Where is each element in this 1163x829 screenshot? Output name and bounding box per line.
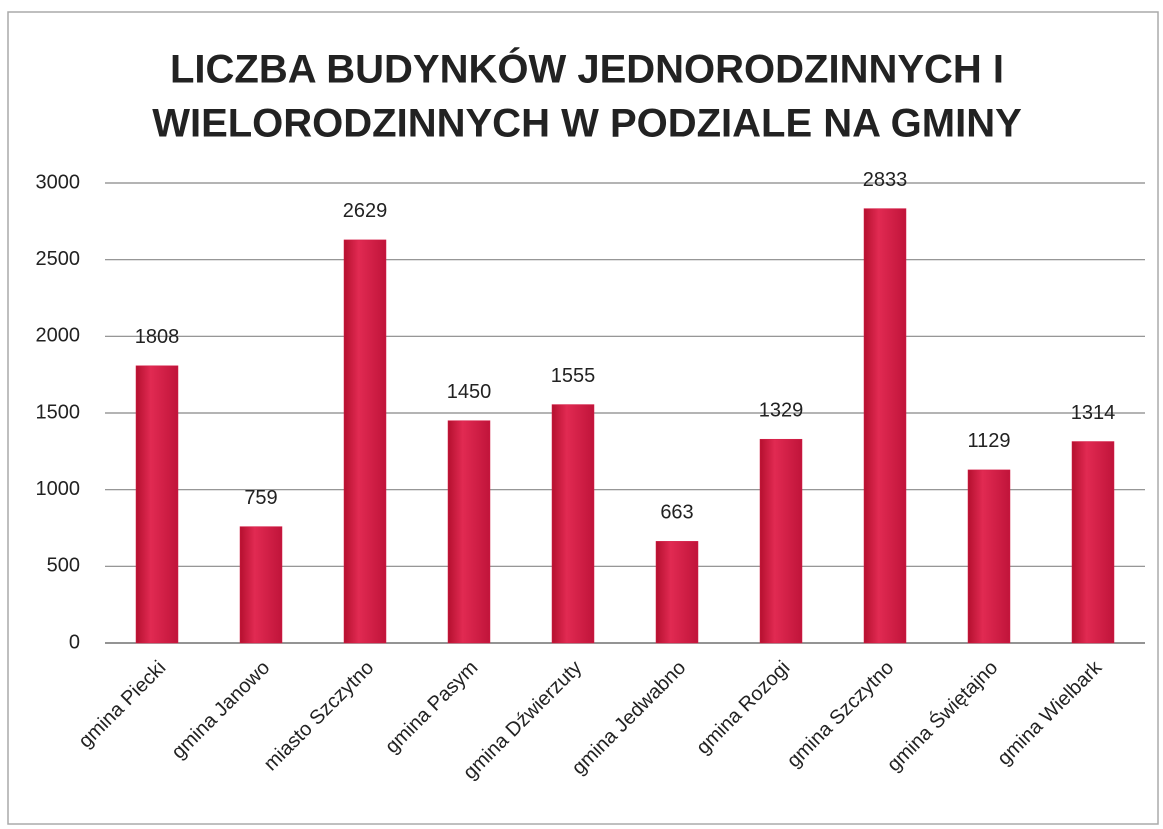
bar <box>239 526 283 644</box>
data-label: 1314 <box>1071 402 1116 424</box>
x-tick-label: gmina Piecki <box>75 657 171 753</box>
x-tick-label: gmina Jedwabno <box>568 657 690 779</box>
bar <box>967 469 1011 644</box>
bar <box>655 541 699 644</box>
bar <box>551 404 595 644</box>
x-tick-label: gmina Rozogi <box>692 657 794 759</box>
bar <box>759 438 803 644</box>
x-tick-label: gmina Wielbark <box>993 656 1107 770</box>
x-tick-label: gmina Szczytno <box>783 657 898 772</box>
y-tick-label: 3000 <box>36 171 81 193</box>
data-label: 1808 <box>135 326 180 348</box>
chart-title: WIELORODZINNYCH W PODZIALE NA GMINY <box>152 102 1022 146</box>
data-label: 1129 <box>967 430 1010 452</box>
x-tick-label: gmina Pasym <box>381 657 482 758</box>
bar <box>863 208 907 644</box>
data-label: 759 <box>244 487 277 509</box>
data-label: 1329 <box>759 400 804 422</box>
y-tick-label: 2500 <box>36 248 81 270</box>
bar <box>135 365 179 644</box>
x-tick-label: gmina Janowo <box>168 657 275 764</box>
chart-title: LICZBA BUDYNKÓW JEDNORODZINNYCH I <box>170 46 1004 92</box>
data-label: 2629 <box>343 200 388 222</box>
data-label: 2833 <box>863 169 908 191</box>
y-tick-label: 1500 <box>36 401 81 423</box>
bar <box>343 239 387 644</box>
data-label: 663 <box>660 502 693 524</box>
chart-frame <box>7 11 1159 825</box>
bar <box>1071 441 1115 644</box>
y-tick-label: 1000 <box>36 478 81 500</box>
y-tick-label: 0 <box>69 631 80 653</box>
bar <box>447 420 491 644</box>
data-label: 1450 <box>447 381 492 403</box>
x-tick-label: gmina Świętajno <box>882 655 1003 776</box>
y-tick-label: 2000 <box>36 325 81 347</box>
data-label: 1555 <box>551 365 596 387</box>
y-tick-label: 500 <box>47 555 80 577</box>
x-tick-label: miasto Szczytno <box>260 657 379 776</box>
